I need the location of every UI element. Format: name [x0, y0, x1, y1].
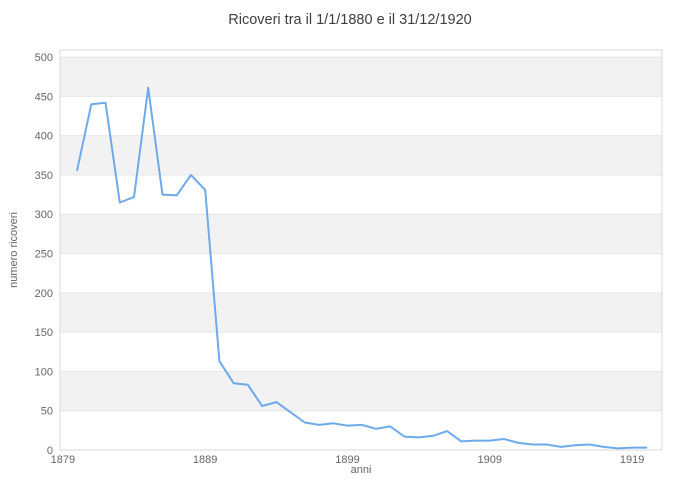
y-tick-label: 50 — [41, 406, 53, 418]
plot-band — [60, 135, 662, 175]
y-axis-title: numero ricoveri — [8, 212, 20, 288]
plot-area: 0 50 100 150 200 250 300 350 400 450 500 1879 1889 18… — [35, 49, 663, 466]
x-tick-label: 1889 — [193, 454, 217, 466]
y-tick-label: 0 — [47, 445, 53, 457]
y-tick-label: 150 — [35, 327, 53, 339]
plot-band — [60, 57, 662, 97]
x-tick-label: 1899 — [335, 454, 359, 466]
y-tick-label: 350 — [35, 170, 53, 182]
plot-band — [60, 292, 662, 333]
y-tick-label: 200 — [35, 288, 53, 300]
y-tick-label: 500 — [35, 52, 53, 64]
y-tick-label: 450 — [35, 91, 53, 103]
plot-band — [60, 214, 662, 254]
plot-band — [60, 371, 662, 411]
x-tick-label: 1879 — [51, 454, 75, 466]
y-tick-label: 300 — [35, 209, 53, 221]
y-tick-label: 400 — [35, 131, 53, 143]
y-tick-label: 250 — [35, 249, 53, 261]
x-axis-title: anni — [351, 464, 372, 476]
x-tick-label: 1909 — [478, 454, 502, 466]
data-series-line — [76, 86, 648, 450]
plot-border — [59, 49, 663, 451]
y-tick-label: 100 — [35, 366, 53, 378]
chart-title: Ricoveri tra il 1/1/1880 e il 31/12/1920 — [228, 12, 471, 28]
x-tick-label: 1919 — [620, 454, 644, 466]
